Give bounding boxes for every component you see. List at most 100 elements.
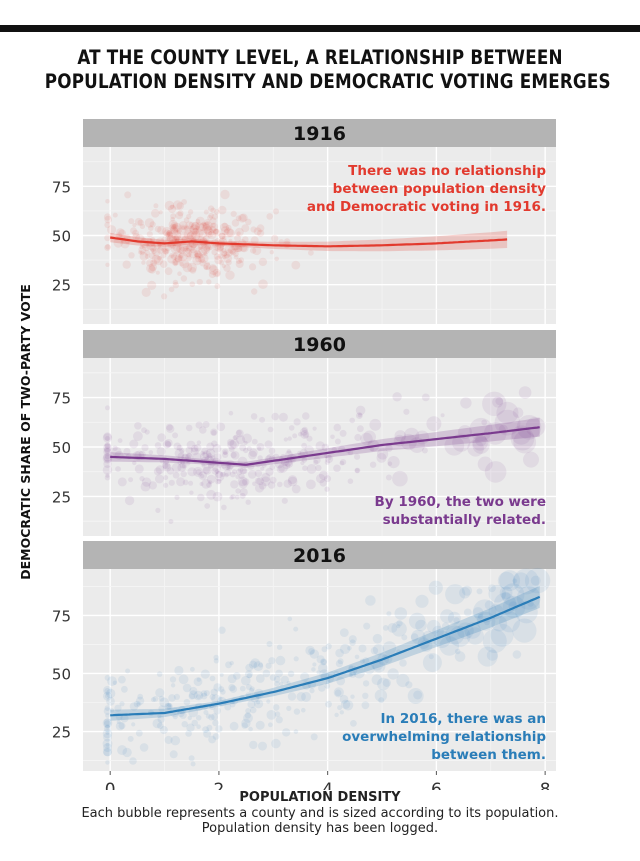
county-bubble: [159, 260, 168, 269]
county-bubble: [205, 244, 212, 251]
county-bubble: [155, 688, 165, 698]
county-bubble: [178, 253, 184, 259]
county-bubble: [186, 252, 192, 258]
county-bubble: [362, 657, 370, 664]
county-bubble: [492, 396, 504, 408]
county-bubble: [202, 726, 210, 733]
county-bubble: [139, 245, 144, 250]
county-bubble: [241, 675, 251, 686]
county-bubble: [153, 255, 164, 266]
county-bubble: [212, 491, 223, 502]
county-bubble: [212, 268, 221, 278]
county-bubble: [201, 463, 206, 468]
county-bubble: [188, 755, 195, 762]
county-bubble: [523, 451, 539, 468]
county-bubble: [291, 260, 301, 270]
county-bubble: [221, 263, 226, 269]
county-bubble: [266, 710, 277, 720]
county-bubble: [150, 259, 158, 267]
annotation-2016-line-3: between them.: [431, 747, 546, 763]
county-bubble: [128, 218, 135, 225]
county-bubble: [177, 250, 182, 255]
county-bubble: [287, 692, 297, 701]
county-bubble: [186, 440, 196, 450]
county-bubble: [249, 706, 257, 714]
county-bubble: [103, 432, 112, 441]
county-bubble: [297, 450, 302, 455]
county-bubble: [190, 242, 197, 249]
county-bubble: [271, 234, 279, 242]
county-bubble: [170, 244, 181, 255]
county-bubble: [258, 279, 268, 290]
county-bubble: [103, 459, 112, 468]
county-bubble: [208, 231, 213, 236]
county-bubble: [183, 217, 190, 223]
county-bubble: [189, 245, 197, 254]
county-bubble: [208, 735, 217, 744]
county-bubble: [122, 747, 132, 758]
county-bubble: [188, 707, 199, 718]
county-bubble: [105, 473, 110, 478]
county-bubble: [104, 443, 111, 450]
county-bubble: [476, 611, 496, 631]
county-bubble: [213, 228, 219, 235]
county-bubble: [225, 224, 232, 231]
county-bubble: [111, 446, 122, 457]
county-bubble: [306, 479, 316, 490]
county-bubble: [484, 461, 507, 483]
county-bubble: [275, 655, 286, 666]
county-bubble: [239, 467, 247, 475]
county-bubble: [225, 661, 232, 669]
county-bubble: [401, 634, 408, 641]
trend-confidence-band-1916: [110, 230, 508, 252]
county-bubble: [177, 452, 185, 460]
county-bubble: [105, 730, 110, 735]
county-bubble: [222, 451, 229, 458]
county-bubble: [104, 455, 111, 463]
county-bubble: [179, 261, 184, 267]
county-bubble: [272, 208, 280, 215]
county-bubble: [370, 447, 375, 452]
county-bubble: [160, 252, 167, 259]
county-bubble: [172, 282, 179, 289]
county-bubble: [178, 252, 188, 262]
county-bubble: [242, 433, 252, 444]
county-bubble: [229, 685, 238, 693]
county-bubble: [124, 495, 135, 506]
county-bubble: [287, 476, 298, 487]
county-bubble: [197, 493, 205, 502]
county-bubble: [217, 205, 227, 215]
county-bubble: [211, 694, 221, 704]
county-bubble: [350, 720, 357, 727]
county-bubble: [278, 239, 285, 245]
county-bubble: [118, 229, 126, 238]
county-bubble: [185, 730, 192, 737]
county-bubble: [188, 234, 194, 241]
county-bubble: [196, 246, 201, 252]
county-bubble: [325, 454, 334, 464]
county-bubble: [214, 469, 220, 475]
county-bubble: [171, 230, 182, 240]
county-bubble: [251, 438, 258, 445]
county-bubble: [482, 391, 507, 416]
county-bubble: [163, 463, 172, 472]
county-bubble: [355, 405, 366, 416]
county-bubble: [198, 471, 207, 480]
county-bubble: [203, 245, 210, 253]
county-bubble: [223, 264, 231, 272]
county-bubble: [208, 714, 215, 721]
county-bubble: [148, 265, 157, 274]
county-bubble: [237, 467, 244, 473]
county-bubble: [291, 484, 301, 494]
county-bubble: [220, 222, 229, 232]
county-bubble: [221, 235, 227, 241]
county-bubble: [139, 223, 146, 230]
county-bubble: [155, 507, 161, 513]
county-bubble: [174, 254, 183, 263]
county-bubble: [482, 629, 507, 653]
county-bubble: [171, 227, 179, 236]
county-bubble: [382, 625, 389, 631]
county-bubble: [230, 210, 237, 217]
county-bubble: [147, 280, 157, 290]
county-bubble: [104, 674, 111, 681]
